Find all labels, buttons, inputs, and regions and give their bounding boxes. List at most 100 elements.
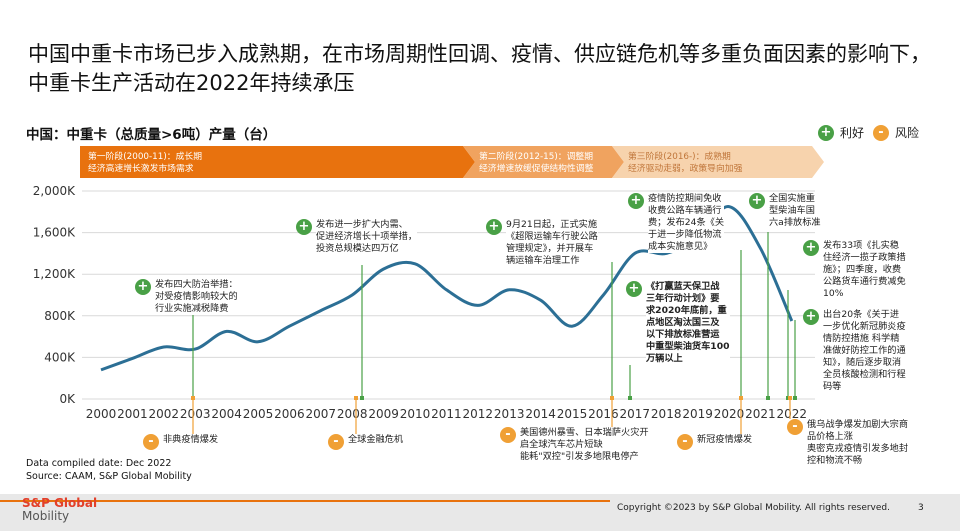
event-text-line: 10% [823,288,844,299]
logo-line-2: Mobility [22,509,70,523]
x-tick-label: 2010 [400,407,431,421]
event-text-line: 管理规定》，并开展车 [506,243,594,254]
positive-event: +9月21日起，正式实施 《超限运输车行驶公路 管理规定》，并开展车 辆运输车治理工作 [486,219,598,267]
y-tick-label: 800K [44,309,76,323]
phase-arrow-1 [80,146,475,178]
event-marker [766,396,770,400]
event-text-line: 品价格上涨 [807,431,853,442]
event-text-line: 准做好防控工作的通 [823,345,906,356]
data-compiled-note: Data compiled date: Dec 2022 [26,458,172,469]
minus-icon: - [677,434,693,450]
plus-icon: + [486,219,502,235]
minus-icon: - [328,434,344,450]
event-text-line: 知》，随后逐步取消 [823,357,902,368]
phase-arrow-3 [612,146,824,178]
positive-event: + 疫情防控期间免收 收费公路车辆通行 费；发布24条《关 于进一步降低物流 成本实施意见… [628,193,725,253]
event-marker [739,396,743,400]
positive-event: + 发布进一步扩大内需、 促进经济增长十项举措， 投资总规模达四万亿 [296,219,418,255]
plus-icon: + [626,281,642,297]
event-text-line: 三年行动计划》要 [646,293,720,304]
event-text-line: 发布进一步扩大内需、 [316,219,408,230]
minus-icon: - [873,124,889,141]
event-text-line: 全员核酸检测和行程 [823,369,906,380]
event-text-line: 收费公路车辆通行 [648,205,722,216]
risk-event: - 非典疫情爆发 [143,434,219,450]
x-tick-label: 2006 [274,407,305,421]
event-text-line: 万辆以上 [646,353,683,364]
event-text-line: 能耗"双控"引发多地限电停产 [520,451,639,462]
page-title: 中国中重卡市场已步入成熟期，在市场周期性回调、疫情、供应链危机等多重负面因素的影… [28,42,931,95]
event-text: 俄乌战争爆发加剧大宗商 品价格上涨 奥密克戎疫情引发多地封 控和物流不畅 [807,419,909,467]
event-text-line: 求2020年底前，重 [646,305,727,316]
event-text-line: 辆运输车治理工作 [506,255,580,266]
event-marker [354,396,358,400]
x-tick-label: 2003 [180,407,211,421]
event-text-line: 促进经济增长十项举措， [316,231,418,242]
positive-event: + 《打赢蓝天保卫战 三年行动计划》要 求2020年底前，重 点地区淘汰国三及 以下排放标… [626,281,730,365]
event-text: 《打赢蓝天保卫战 三年行动计划》要 求2020年底前，重 点地区淘汰国三及 以下排放标准… [646,281,730,365]
event-marker [360,396,364,400]
positive-event: + 全国实施重 型柴油车国 六a排放标准 [749,193,821,229]
phase-sublabel-1: 经济高速增长激发市场需求 [88,162,194,174]
positive-event: + 出台20条《关于进 一步优化新冠肺炎疫 情防控措施 科学精 准做好防控工作的通 知》，… [803,309,906,393]
event-marker [788,396,792,400]
event-marker [628,396,632,400]
event-text: 发布进一步扩大内需、 促进经济增长十项举措， 投资总规模达四万亿 [316,219,418,255]
plus-icon: + [628,193,644,209]
minus-icon: - [143,434,159,450]
event-text-line: 住经济一揽子政策措 [823,252,906,263]
risk-event: - 全球金融危机 [328,434,404,450]
x-tick-label: 2013 [494,407,525,421]
plus-icon: + [296,219,312,235]
x-tick-label: 2004 [211,407,242,421]
event-text-line: 成本实施意见》 [648,241,713,252]
event-text-line: 行业实施减税降费 [155,303,229,314]
x-tick-label: 2022 [777,407,808,421]
event-text-line: 情防控措施 科学精 [823,333,900,344]
x-tick-label: 2002 [149,407,180,421]
event-text-line: 《超限运输车行驶公路 [506,231,598,242]
phase-sublabel-2: 经济增速放缓促使结构性调整 [479,162,594,174]
x-tick-label: 2011 [431,407,462,421]
event-text-line: 施》；四季度，收费 [823,264,902,275]
event-text-line: 中重型柴油货车100 [646,341,730,352]
y-tick-label: 1,600K [33,226,76,240]
event-text-line: 全球金融危机 [348,434,404,445]
event-text: 发布33项《扎实稳 住经济一揽子政策措 施》；四季度，收费 公路货车通行费减免 10% [823,240,906,300]
positive-event: + 发布33项《扎实稳 住经济一揽子政策措 施》；四季度，收费 公路货车通行费减免 10% [803,240,906,300]
event-text-line: 公路货车通行费减免 [823,276,906,287]
event-text: 非典疫情爆发 [163,434,219,446]
plus-icon: + [803,240,819,256]
page-number: 3 [918,503,924,513]
x-tick-label: 2001 [117,407,148,421]
event-text-line: 俄乌战争爆发加剧大宗商 [807,419,909,430]
event-text: 美国德州暴雪、日本瑞萨火灾开 启全球汽车芯片短缺 能耗"双控"引发多地限电停产 [520,427,649,463]
y-tick-label: 400K [44,350,76,364]
source-note: Source: CAAM, S&P Global Mobility [26,471,192,482]
event-text-line: 美国德州暴雪、日本瑞萨火灾开 [520,427,649,438]
plus-icon: + [749,193,765,209]
legend-risk-label: 风险 [895,126,920,140]
plus-icon: + [818,124,834,141]
event-marker [191,396,195,400]
event-text-line: 启全球汽车芯片短缺 [520,439,603,450]
event-text-line: 以下排放标准营运 [646,329,720,340]
copyright-text: Copyright ©2023 by S&P Global Mobility. … [617,503,890,513]
x-tick-label: 2012 [463,407,494,421]
event-text-line: 《打赢蓝天保卫战 [646,281,720,292]
event-text-line: 发布33项《扎实稳 [823,240,900,251]
plus-icon: + [803,309,819,325]
risk-event: - 俄乌战争爆发加剧大宗商 品价格上涨 奥密克戎疫情引发多地封 控和物流不畅 [787,419,909,467]
event-marker [610,396,614,400]
event-text-line: 控和物流不畅 [807,455,863,466]
event-text: 疫情防控期间免收 收费公路车辆通行 费；发布24条《关 于进一步降低物流 成本实施意见》 [648,193,725,253]
y-tick-label: 1,200K [33,267,76,281]
phase-label-2: 第二阶段(2012-15)：调整期 [479,150,593,162]
risk-event: - 美国德州暴雪、日本瑞萨火灾开 启全球汽车芯片短缺 能耗"双控"引发多地限电停产 [500,427,649,463]
event-text: 全球金融危机 [348,434,404,446]
x-tick-label: 2016 [588,407,619,421]
event-text-line: 六a排放标准 [769,217,821,228]
event-text-line: 一步优化新冠肺炎疫 [823,321,906,332]
